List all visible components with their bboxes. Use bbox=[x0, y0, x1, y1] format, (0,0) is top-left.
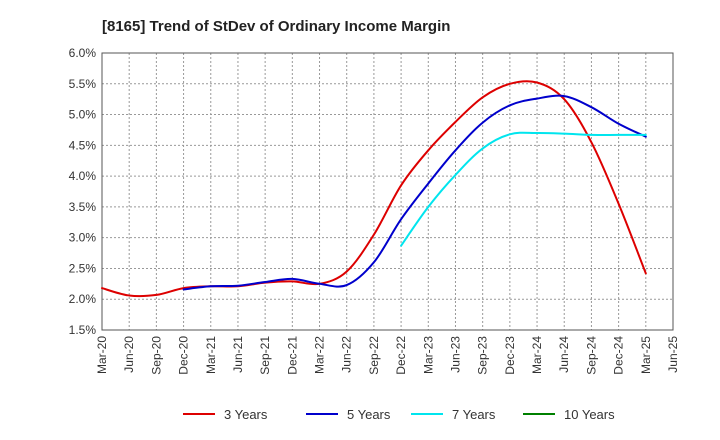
legend-label-3-years: 3 Years bbox=[224, 407, 268, 422]
x-tick-label: Mar-23 bbox=[421, 336, 435, 374]
y-tick-label: 3.0% bbox=[69, 231, 97, 245]
chart-title: [8165] Trend of StDev of Ordinary Income… bbox=[102, 18, 450, 35]
y-tick-label: 4.0% bbox=[69, 169, 97, 183]
plot-area bbox=[102, 53, 673, 330]
legend-label-5-years: 5 Years bbox=[347, 407, 391, 422]
y-tick-label: 5.5% bbox=[69, 77, 97, 91]
x-tick-label: Sep-20 bbox=[149, 336, 163, 375]
x-tick-label: Sep-24 bbox=[584, 336, 598, 375]
chart-legend: 3 Years 5 Years 7 Years 10 Years bbox=[183, 407, 615, 422]
x-tick-label: Jun-22 bbox=[340, 336, 354, 373]
x-tick-label: Dec-20 bbox=[177, 336, 191, 375]
chart-axes: 1.5% 2.0% 2.5% 3.0% 3.5% 4.0% 4.5% 5.0% 5.5% 6.0%… bbox=[69, 46, 680, 375]
x-tick-label: Sep-22 bbox=[367, 336, 381, 375]
legend-label-10-years: 10 Years bbox=[564, 407, 615, 422]
x-tick-label: Jun-23 bbox=[448, 336, 462, 373]
y-tick-label: 1.5% bbox=[69, 323, 97, 337]
y-tick-label: 5.0% bbox=[69, 108, 97, 122]
y-tick-label: 2.0% bbox=[69, 292, 97, 306]
y-tick-label: 6.0% bbox=[69, 46, 97, 60]
plot-border bbox=[101, 52, 674, 331]
x-tick-label: Jun-24 bbox=[557, 336, 571, 373]
y-tick-label: 3.5% bbox=[69, 200, 97, 214]
chart-grid bbox=[101, 52, 674, 331]
x-tick-label: Mar-25 bbox=[639, 336, 653, 374]
x-tick-label: Sep-21 bbox=[258, 336, 272, 375]
x-tick-label: Dec-21 bbox=[285, 336, 299, 375]
x-tick-label: Mar-22 bbox=[313, 336, 327, 374]
x-tick-label: Jun-25 bbox=[666, 336, 680, 373]
x-tick-label: Jun-21 bbox=[231, 336, 245, 373]
legend-label-7-years: 7 Years bbox=[452, 407, 496, 422]
x-tick-label: Mar-24 bbox=[530, 336, 544, 374]
x-tick-label: Dec-23 bbox=[503, 336, 517, 375]
y-tick-label: 4.5% bbox=[69, 138, 97, 152]
series-line-3-years bbox=[101, 80, 647, 298]
x-tick-label: Mar-21 bbox=[204, 336, 218, 374]
x-tick-label: Sep-23 bbox=[476, 336, 490, 375]
series-line-7-years bbox=[400, 131, 647, 247]
x-tick-label: Dec-24 bbox=[612, 336, 626, 375]
series-line-5-years bbox=[182, 94, 647, 291]
chart-series bbox=[101, 80, 647, 298]
x-tick-label: Mar-20 bbox=[95, 336, 109, 374]
y-tick-label: 2.5% bbox=[69, 261, 97, 275]
x-tick-label: Jun-20 bbox=[122, 336, 136, 373]
x-tick-label: Dec-22 bbox=[394, 336, 408, 375]
